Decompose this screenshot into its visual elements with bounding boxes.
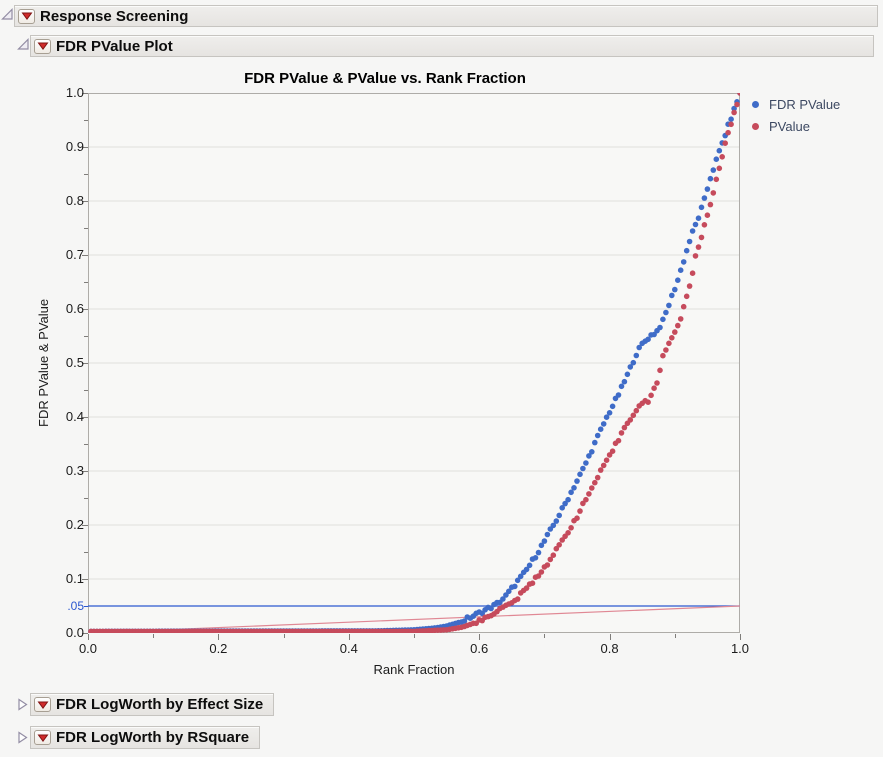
red-triangle-menu-icon[interactable] — [34, 38, 51, 54]
outline-header-fdr-logworth-by-rsquare[interactable]: FDR LogWorth by RSquare — [30, 726, 261, 749]
y-tick — [82, 471, 88, 472]
y-tick-label: 0.8 — [65, 193, 84, 208]
y-tick-label: 0.7 — [65, 247, 84, 262]
legend-marker-pvalue — [752, 123, 759, 130]
y-tick-label: 0.1 — [65, 571, 84, 586]
y-tick — [84, 606, 88, 607]
legend-marker-fdr-pvalue — [752, 101, 759, 108]
y-tick — [84, 282, 88, 283]
legend: FDR PValue PValue — [752, 97, 840, 134]
y-tick — [84, 498, 88, 499]
x-tick — [674, 634, 676, 638]
y-tick — [84, 120, 88, 121]
panel-title: FDR PValue Plot — [56, 37, 173, 55]
x-tick — [479, 634, 481, 640]
x-tick — [414, 634, 415, 638]
graph-frame[interactable] — [88, 93, 740, 633]
y-tick — [82, 147, 88, 148]
y-tick — [84, 444, 88, 445]
x-tick — [609, 634, 611, 640]
panel-title: FDR LogWorth by Effect Size — [56, 696, 264, 713]
y-tick — [82, 309, 88, 310]
x-tick-label: 0.2 — [209, 641, 228, 656]
legend-label-fdr-pvalue: FDR PValue — [769, 97, 841, 112]
y-tick-label: 0.5 — [65, 355, 84, 370]
x-tick — [544, 634, 546, 638]
y-tick-label: 0.9 — [65, 139, 84, 154]
legend-label-pvalue: PValue — [769, 119, 810, 134]
x-axis-title: Rank Fraction — [373, 662, 455, 677]
disclosure-open-icon[interactable] — [1, 8, 14, 21]
y-tick-label: 0.6 — [65, 301, 84, 316]
x-tick — [348, 634, 350, 640]
y-tick — [82, 363, 88, 364]
x-tick-label: 0.4 — [339, 641, 358, 656]
x-tick — [218, 634, 220, 640]
y-tick-label: 1.0 — [65, 85, 84, 100]
series-pvalue — [88, 93, 740, 633]
chart-title: FDR PValue & PValue vs. Rank Fraction — [244, 70, 526, 87]
y-tick — [84, 336, 88, 337]
y-tick — [84, 228, 88, 229]
disclosure-closed-icon[interactable] — [16, 731, 29, 744]
red-triangle-menu-icon[interactable] — [34, 697, 51, 712]
y-tick — [82, 93, 88, 94]
red-triangle-menu-icon[interactable] — [34, 730, 51, 745]
y-tick — [82, 255, 88, 256]
x-tick — [88, 634, 89, 640]
y-tick — [84, 390, 88, 391]
y-tick — [84, 174, 88, 175]
y-tick — [82, 417, 88, 418]
legend-item-fdr-pvalue[interactable]: FDR PValue — [752, 97, 840, 112]
x-tick — [283, 634, 285, 638]
y-tick-label: 0.2 — [65, 517, 84, 532]
disclosure-closed-icon[interactable] — [16, 698, 29, 711]
disclosure-open-icon[interactable] — [17, 38, 30, 51]
red-triangle-menu-icon[interactable] — [18, 8, 35, 24]
x-tick-label: 1.0 — [730, 641, 750, 656]
outline-header-fdr-pvalue-plot[interactable]: FDR PValue Plot — [30, 35, 874, 57]
x-tick-label: 0.6 — [470, 641, 489, 656]
panel-title: Response Screening — [40, 7, 189, 25]
x-tick — [153, 634, 155, 638]
y-tick — [82, 201, 88, 202]
y-tick — [82, 633, 88, 634]
y-tick — [82, 579, 88, 580]
y-tick — [82, 525, 88, 526]
y-tick — [84, 552, 88, 553]
x-tick — [740, 634, 741, 640]
legend-item-pvalue[interactable]: PValue — [752, 119, 840, 134]
panel-title: FDR LogWorth by RSquare — [56, 729, 250, 746]
y-tick-label: 0.0 — [65, 625, 84, 640]
y-tick-label: 0.3 — [65, 463, 84, 478]
y-tick-label: 0.4 — [65, 409, 84, 424]
y-ref-label-05: .05 — [67, 599, 84, 613]
x-tick-label: 0.0 — [78, 641, 98, 656]
outline-header-response-screening[interactable]: Response Screening — [14, 5, 878, 27]
x-tick-label: 0.8 — [600, 641, 619, 656]
outline-header-fdr-logworth-by-effect-size[interactable]: FDR LogWorth by Effect Size — [30, 693, 275, 716]
